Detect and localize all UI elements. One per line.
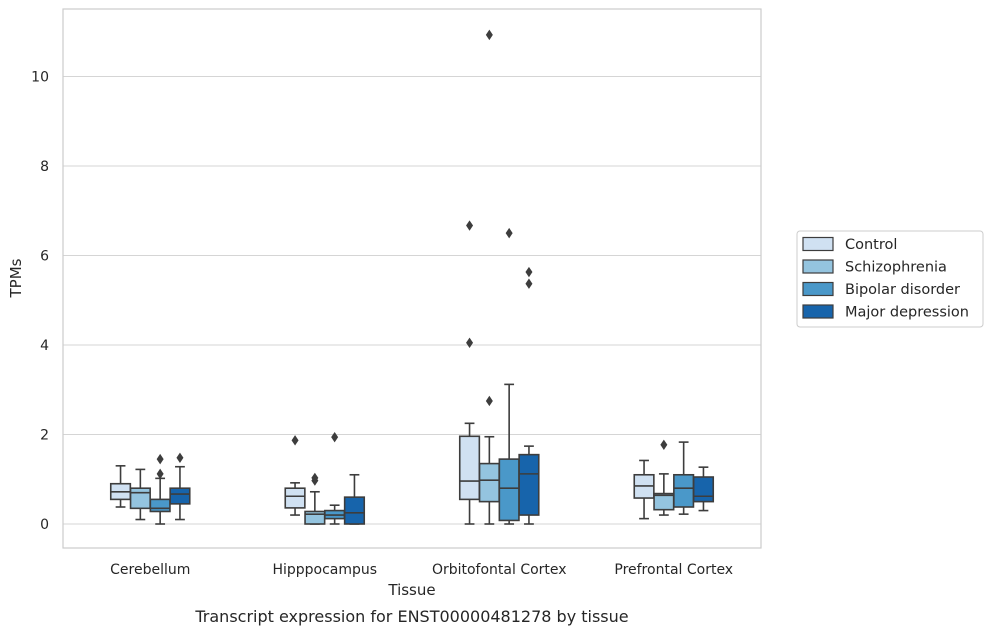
box [343, 496, 366, 525]
box-group [304, 472, 326, 525]
plot-frame [62, 8, 762, 549]
x-tick-label: Orbitofontal Cortex [432, 562, 567, 578]
box-group [458, 220, 481, 525]
y-tick-label: 2 [40, 428, 49, 444]
x-tick-labels: Cerebellum Hipppocampus Orbitofontal Corte… [110, 562, 733, 578]
box-group [343, 473, 366, 525]
x-axis-label: Tissue [387, 581, 435, 599]
box [673, 473, 695, 508]
box [498, 458, 520, 522]
y-tick-label: 6 [40, 249, 49, 265]
y-tick-labels: 0 2 4 6 8 10 [31, 70, 49, 534]
box [169, 487, 191, 505]
legend-label: Control [845, 237, 897, 253]
outlier-point [156, 453, 164, 465]
legend-label: Major depression [845, 305, 969, 321]
outlier-point [505, 227, 513, 239]
box [458, 435, 481, 501]
x-tick-label: Prefrontal Cortex [614, 562, 733, 578]
y-tick-label: 0 [40, 517, 49, 533]
outlier-point [466, 220, 474, 231]
box [478, 462, 500, 503]
box [284, 487, 306, 509]
y-tick-label: 8 [40, 159, 49, 175]
box [149, 498, 171, 513]
box [692, 476, 715, 503]
outlier-point [176, 452, 184, 463]
box-group [478, 29, 500, 525]
box-group [633, 459, 655, 520]
outlier-point [311, 472, 319, 484]
gridlines [63, 75, 761, 525]
outlier-point [466, 337, 474, 348]
legend-label: Bipolar disorder [845, 282, 960, 298]
box-group [673, 441, 695, 515]
legend-label: Schizophrenia [845, 260, 947, 276]
y-tick-label: 10 [31, 70, 49, 86]
chart-caption: Transcript expression for ENST0000048127… [194, 607, 628, 626]
box-group [129, 468, 151, 521]
boxes [109, 29, 715, 525]
box-group [518, 266, 540, 525]
x-tick-label: Hipppocampus [272, 562, 377, 578]
box-group [169, 452, 191, 521]
box-group [149, 453, 171, 525]
box-group [692, 466, 715, 512]
outlier-point [660, 439, 668, 450]
legend-frame [796, 230, 984, 328]
outlier-point [525, 278, 533, 289]
outlier-point [525, 266, 533, 278]
box [129, 487, 151, 510]
box-group [498, 227, 520, 525]
box [518, 453, 540, 516]
outlier-point [331, 431, 339, 443]
legend: Control Schizophrenia Bipolar disorder Majo… [796, 230, 984, 328]
legend-swatch [802, 304, 834, 319]
box-group [284, 435, 306, 516]
box-group [109, 465, 132, 508]
box-group [324, 431, 346, 525]
outlier-point [485, 29, 493, 41]
legend-swatch [802, 259, 834, 274]
outlier-point [156, 468, 164, 480]
y-axis-label: TPMs [7, 258, 25, 298]
legend-swatch [802, 236, 834, 252]
box [304, 510, 326, 525]
y-tick-label: 4 [40, 338, 49, 354]
x-tick-label: Cerebellum [110, 562, 190, 578]
box-group [653, 439, 675, 516]
outlier-point [291, 435, 299, 446]
outlier-point [485, 395, 493, 407]
legend-swatch [802, 281, 834, 297]
